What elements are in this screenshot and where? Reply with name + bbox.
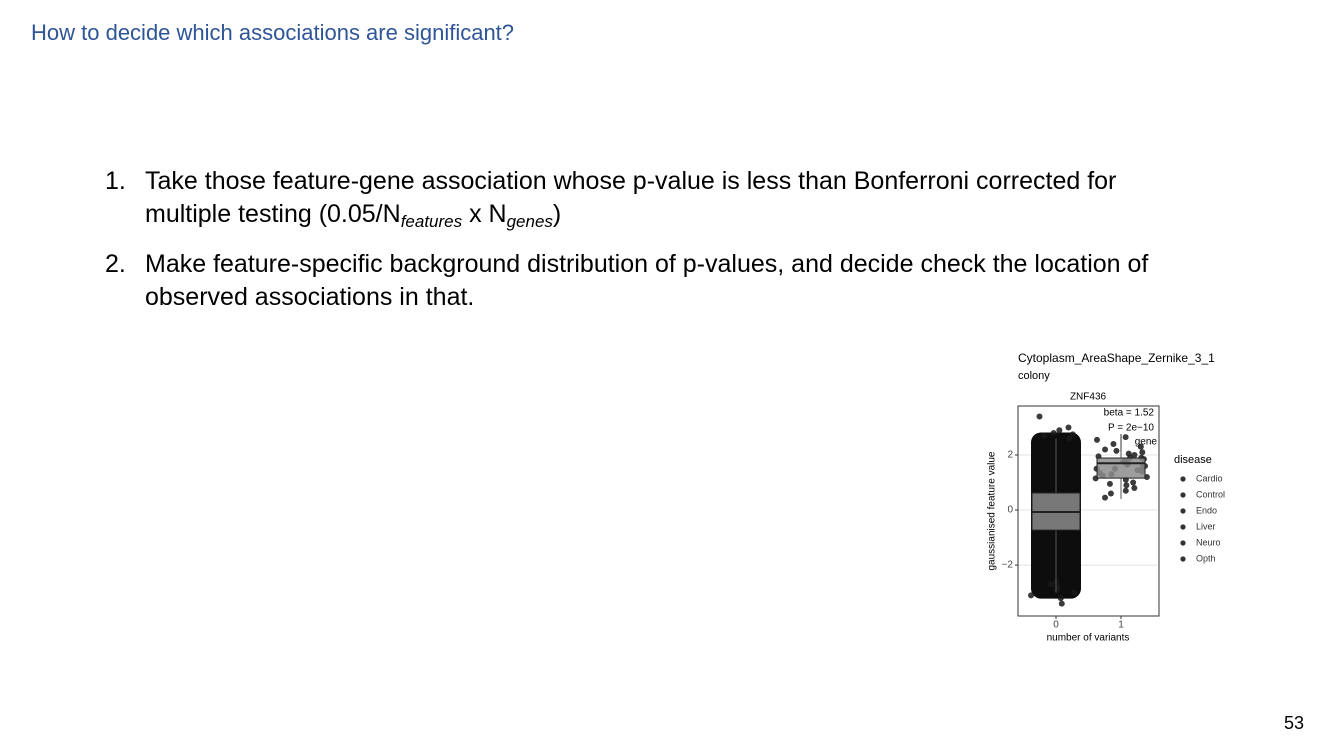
legend-marker [1180,476,1186,482]
legend-label: Cardio [1196,473,1223,483]
item-number: 2. [105,250,126,278]
item-text: Make feature-specific background distrib… [145,250,1149,311]
legend-label: Endo [1196,505,1217,515]
point [1066,435,1073,442]
chart-title: Cytoplasm_AreaShape_Zernike_3_1 [1018,351,1215,365]
point [1102,446,1109,453]
point [1093,436,1100,443]
point [1122,487,1129,494]
point [1050,429,1057,436]
point [1102,494,1109,501]
point [1069,431,1076,438]
slide-title: How to decide which associations are sig… [31,20,515,45]
point [1130,479,1137,486]
legend-label: Control [1196,489,1225,499]
y-tick-label: −2 [1002,560,1014,571]
x-tick-label: 0 [1053,620,1059,631]
point [1139,449,1146,456]
point [1041,432,1048,439]
point [1131,485,1138,492]
legend-label: Opth [1196,553,1216,563]
subscript: genes [506,212,553,231]
box [1096,457,1146,479]
point [1110,440,1117,447]
y-tick-label: 0 [1007,505,1013,516]
panel-border [1017,405,1160,617]
chart-subtitle: colony [1018,370,1050,382]
point [1054,586,1061,593]
legend-marker [1180,556,1186,562]
x-tick-label: 1 [1118,620,1124,631]
point [1036,413,1043,420]
point [1113,447,1120,454]
legend-marker [1180,524,1186,530]
page-number: 53 [1283,713,1304,733]
point [1071,589,1078,596]
point [1122,434,1129,441]
point [1058,600,1065,607]
point [1107,490,1114,497]
legend-marker [1180,492,1186,498]
subscript: features [400,212,463,231]
annotation: gene [1135,437,1158,448]
point [1057,595,1064,602]
item-text: x N [462,200,507,228]
legend-label: Neuro [1196,537,1221,547]
legend-marker [1180,540,1186,546]
legend-title: disease [1174,454,1212,466]
list-item: 2. Make feature-specific background dist… [105,248,1195,314]
item-number: 1. [105,167,126,195]
legend-marker [1180,508,1186,514]
point [1131,451,1138,458]
annotation: P = 2e−10 [1108,423,1154,434]
point [1047,581,1054,588]
point [1123,482,1130,489]
item-text: Take those feature-gene association whos… [145,167,1117,228]
annotation: beta = 1.52 [1104,408,1155,419]
point [1056,427,1063,434]
x-axis-label: number of variants [1047,633,1130,644]
point [1106,480,1113,487]
facet-label: ZNF436 [1070,392,1107,403]
point [1028,592,1035,599]
y-axis-label: gaussianised feature value [987,451,998,570]
list-item: 1. Take those feature-gene association w… [105,165,1195,231]
point [1065,424,1072,431]
bullet-list: 1. Take those feature-gene association w… [105,165,1195,331]
legend-label: Liver [1196,521,1216,531]
point [1137,443,1144,450]
item-text: ) [552,200,562,228]
y-tick-label: 2 [1007,450,1013,461]
